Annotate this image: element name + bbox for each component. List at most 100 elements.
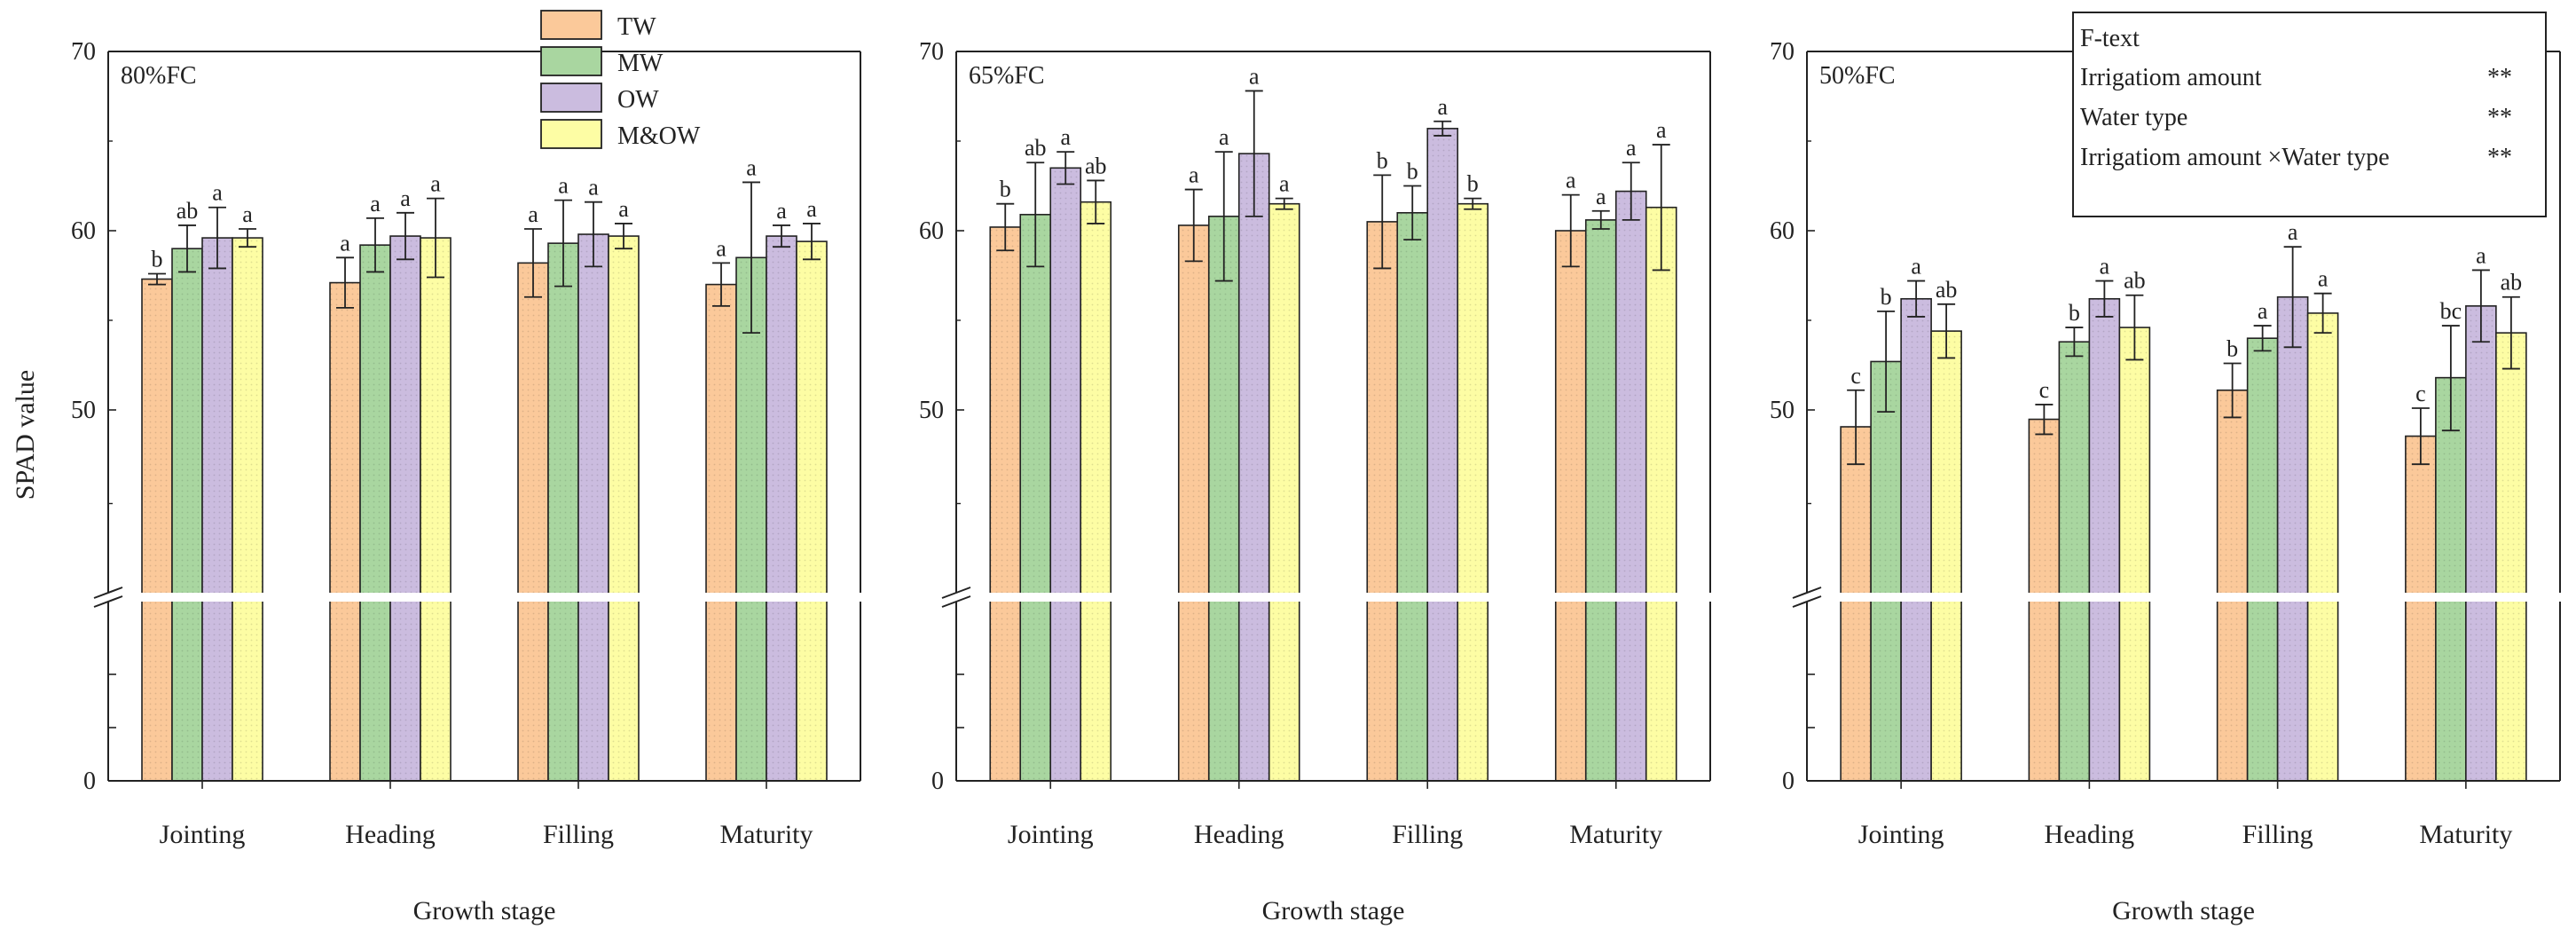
significance-letter: a xyxy=(1911,254,1921,280)
panel-title: 65%FC xyxy=(969,62,1045,90)
significance-letter: a xyxy=(2318,266,2329,292)
significance-letter: a xyxy=(806,196,817,222)
legend-label: OW xyxy=(617,86,659,114)
bar-texture xyxy=(330,282,360,782)
axis-break-mark xyxy=(941,587,971,599)
y-tick-label: 0 xyxy=(83,768,96,795)
significance-letter: ab xyxy=(1085,153,1107,178)
bar-texture xyxy=(736,257,766,781)
significance-letter: a xyxy=(558,173,569,199)
bar-texture xyxy=(420,238,451,782)
significance-letter: a xyxy=(528,201,538,227)
bar-texture xyxy=(232,238,263,782)
bar-texture xyxy=(202,238,232,782)
significance-letter: a xyxy=(1437,94,1448,120)
bar-texture xyxy=(1615,191,1646,781)
significance-letter: ab xyxy=(2124,268,2146,294)
x-tick-label: Jointing xyxy=(160,820,246,849)
bar-texture xyxy=(1427,128,1458,782)
bar-texture xyxy=(2495,333,2526,781)
f-test-row-label: Water type xyxy=(2080,104,2187,131)
bar-texture xyxy=(1208,216,1239,782)
bar-texture xyxy=(2435,377,2466,781)
bar-texture xyxy=(1397,212,1428,782)
significance-letter: c xyxy=(2039,377,2050,403)
f-test-row-label: Irrigatiom amount ×Water type xyxy=(2080,144,2390,171)
significance-letter: a xyxy=(716,235,726,261)
significance-letter: b xyxy=(152,246,163,272)
bar-texture xyxy=(2405,436,2436,781)
y-tick-label: 60 xyxy=(71,217,96,245)
bar-texture xyxy=(1931,331,1962,781)
bar-texture xyxy=(2059,342,2090,781)
significance-letter: a xyxy=(370,191,381,217)
significance-letter: a xyxy=(212,180,223,206)
bar-texture xyxy=(1268,203,1300,781)
panel-title: 50%FC xyxy=(1819,62,1896,90)
legend-swatch-M&OW xyxy=(540,119,602,149)
y-tick-label: 50 xyxy=(71,397,96,424)
y-tick-label: 0 xyxy=(1782,768,1795,795)
x-tick-label: Maturity xyxy=(720,820,813,849)
f-test-row-value: ** xyxy=(2487,64,2512,91)
f-test-row-value: ** xyxy=(2487,144,2512,171)
bar-texture xyxy=(990,226,1021,781)
axis-break-mark xyxy=(93,587,123,599)
significance-letter: a xyxy=(242,201,253,227)
significance-letter: ab xyxy=(2501,270,2523,295)
legend-swatch-MW xyxy=(540,46,602,76)
y-tick-label: 0 xyxy=(931,768,944,795)
bar-texture xyxy=(1901,298,1932,781)
significance-letter: b xyxy=(1377,147,1388,173)
x-tick-label: Heading xyxy=(1194,820,1284,849)
bar-texture xyxy=(766,236,797,781)
bar-texture xyxy=(1585,219,1616,781)
significance-letter: a xyxy=(430,171,441,197)
x-axis-title: Growth stage xyxy=(413,896,556,925)
bar-texture xyxy=(142,279,172,781)
bar-texture xyxy=(548,243,578,781)
axis-break-band xyxy=(96,593,873,602)
significance-letter: a xyxy=(1626,135,1637,161)
significance-letter: b xyxy=(1407,159,1418,185)
bar-texture xyxy=(1080,201,1111,781)
x-tick-label: Maturity xyxy=(1569,820,1662,849)
bar-texture xyxy=(518,263,548,781)
bar-texture xyxy=(1457,203,1488,781)
significance-letter: a xyxy=(746,154,757,180)
legend-swatch-TW xyxy=(540,10,602,40)
bar-texture xyxy=(2277,296,2308,781)
significance-letter: c xyxy=(1850,363,1861,389)
significance-letter: bc xyxy=(2440,298,2462,324)
y-axis-title: SPAD value xyxy=(11,370,40,500)
significance-letter: b xyxy=(1467,171,1479,197)
bar-texture xyxy=(2307,312,2338,781)
x-tick-label: Jointing xyxy=(1858,820,1944,849)
y-tick-label: 50 xyxy=(1770,397,1795,424)
significance-letter: a xyxy=(1219,124,1229,150)
x-axis-title: Growth stage xyxy=(2112,896,2255,925)
significance-letter: a xyxy=(1189,162,1199,188)
y-tick-label: 60 xyxy=(919,217,944,245)
y-tick-label: 60 xyxy=(1770,217,1795,245)
significance-letter: a xyxy=(400,185,411,211)
significance-letter: a xyxy=(776,198,787,224)
x-axis-title: Growth stage xyxy=(1262,896,1405,925)
axis-break-mark xyxy=(93,595,123,608)
legend-label: MW xyxy=(617,50,664,77)
y-tick-label: 70 xyxy=(1770,38,1795,66)
significance-letter: b xyxy=(1000,177,1011,202)
bar-texture xyxy=(1178,224,1209,781)
significance-letter: b xyxy=(1881,284,1892,310)
axis-break-mark xyxy=(1792,587,1822,599)
bar-texture xyxy=(797,241,827,781)
x-tick-label: Maturity xyxy=(2419,820,2512,849)
bar-texture xyxy=(1555,231,1586,781)
y-tick-label: 70 xyxy=(919,38,944,66)
axis-break-mark xyxy=(1792,595,1822,608)
significance-letter: a xyxy=(1566,168,1576,193)
legend: TW MW OW M&OW xyxy=(540,10,701,150)
legend-swatch-OW xyxy=(540,83,602,113)
axis-break-mark xyxy=(941,595,971,608)
